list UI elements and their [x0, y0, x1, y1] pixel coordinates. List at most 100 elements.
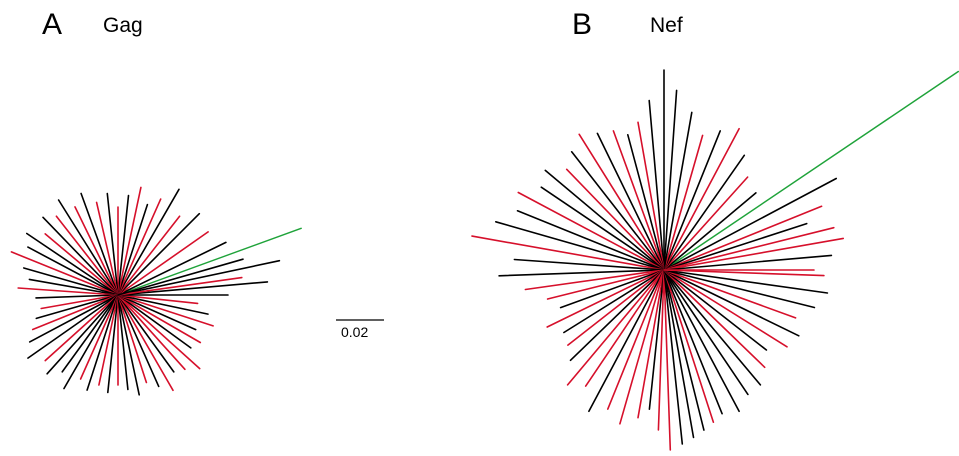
gag-branch-15 — [80, 192, 119, 296]
nef-branch-0 — [663, 70, 959, 271]
tree-nef — [471, 69, 959, 451]
gag-branch-33 — [44, 294, 119, 362]
panel-b-title: Nef — [650, 14, 683, 37]
gag-branch-52 — [117, 294, 197, 331]
nef-branch-2 — [663, 205, 823, 271]
gag-branch-4 — [117, 231, 209, 296]
nef-branch-57 — [663, 269, 766, 369]
nef-branch-36 — [546, 269, 665, 328]
nef-branch-29 — [494, 221, 665, 271]
gag-branch-39 — [98, 294, 119, 386]
gag-branch-20 — [44, 233, 119, 296]
nef-branch-31 — [513, 258, 665, 271]
nef-branch-44 — [619, 269, 665, 425]
gag-branch-1 — [117, 259, 281, 296]
gag-branch-45 — [117, 294, 160, 388]
gag-branch-11 — [117, 194, 130, 296]
nef-branch-53 — [663, 269, 723, 415]
gag-branch-0 — [117, 227, 302, 296]
nef-branch-43 — [606, 269, 665, 410]
nef-branch-25 — [544, 169, 665, 271]
tree-gag — [10, 186, 302, 396]
gag-branch-48 — [117, 294, 186, 371]
gag-branch-44 — [117, 294, 148, 384]
gag-branch-35 — [61, 294, 119, 373]
gag-branch-51 — [117, 294, 202, 344]
gag-branch-21 — [25, 232, 119, 296]
gag-branch-57 — [117, 276, 243, 296]
nef-branch-9 — [663, 176, 749, 271]
nef-branch-21 — [596, 132, 665, 271]
gag-branch-5 — [117, 212, 201, 296]
gag-branch-46 — [117, 294, 174, 392]
gag-branch-13 — [106, 192, 119, 296]
nef-branch-8 — [663, 192, 757, 271]
nef-branch-6 — [663, 254, 833, 271]
gag-branch-31 — [28, 294, 119, 343]
gag-branch-29 — [35, 294, 119, 320]
gag-branch-40 — [107, 294, 119, 394]
nef-branch-33 — [524, 269, 665, 291]
gag-branch-38 — [86, 294, 119, 391]
nef-branch-54 — [663, 269, 740, 413]
gag-branch-16 — [74, 206, 119, 296]
gag-branch-19 — [42, 216, 119, 296]
nef-branch-1 — [663, 177, 838, 271]
gag-branch-18 — [55, 215, 119, 296]
nef-branch-42 — [588, 269, 665, 413]
gag-branch-37 — [79, 294, 119, 380]
nef-branch-14 — [663, 111, 693, 271]
gag-branch-43 — [117, 294, 140, 396]
panel-a-letter: A — [42, 8, 63, 41]
gag-branch-36 — [63, 294, 119, 390]
gag-branch-47 — [117, 294, 175, 373]
nef-branch-63 — [663, 269, 829, 294]
nef-branch-24 — [565, 168, 665, 271]
gag-branch-58 — [117, 258, 244, 296]
nef-branch-55 — [663, 269, 749, 396]
gag-branch-17 — [57, 199, 119, 296]
gag-branch-28 — [40, 294, 119, 310]
gag-branch-34 — [46, 294, 119, 375]
gag-branch-42 — [117, 294, 129, 391]
gag-branch-7 — [117, 188, 180, 296]
gag-branch-2 — [117, 281, 269, 296]
nef-branch-27 — [517, 191, 665, 271]
nef-branch-20 — [612, 130, 665, 271]
nef-branch-46 — [648, 269, 665, 411]
nef-branch-40 — [566, 269, 665, 386]
gag-branch-53 — [117, 294, 214, 327]
nef-branch-28 — [516, 210, 665, 271]
nef-branch-61 — [663, 269, 797, 319]
nef-branch-37 — [563, 269, 665, 334]
nef-branch-17 — [648, 99, 665, 271]
nef-branch-48 — [663, 269, 672, 451]
gag-branch-54 — [117, 294, 209, 315]
nef-branch-58 — [663, 269, 768, 351]
gag-branch-55 — [117, 294, 199, 305]
panel-a-title: Gag — [103, 14, 143, 37]
nef-branch-60 — [663, 269, 800, 337]
nef-branch-56 — [663, 269, 762, 386]
gag-branch-30 — [31, 294, 119, 331]
nef-branch-41 — [584, 269, 665, 387]
scale-bar-label: 0.02 — [341, 324, 369, 340]
nef-branch-11 — [663, 127, 740, 271]
nef-branch-59 — [663, 269, 788, 348]
nef-branch-3 — [663, 222, 808, 271]
nef-branch-4 — [663, 226, 835, 271]
nef-branch-51 — [663, 269, 705, 431]
nef-branch-34 — [546, 269, 665, 300]
nef-branch-15 — [663, 89, 678, 271]
gag-branch-10 — [117, 186, 142, 296]
nef-branch-35 — [559, 269, 665, 309]
nef-branch-5 — [663, 237, 845, 271]
nef-branch-52 — [663, 269, 715, 424]
gag-branch-50 — [117, 294, 192, 349]
nef-branch-13 — [663, 134, 704, 271]
nef-branch-19 — [626, 134, 665, 271]
gag-branch-6 — [117, 215, 181, 296]
nef-branch-39 — [569, 269, 665, 362]
